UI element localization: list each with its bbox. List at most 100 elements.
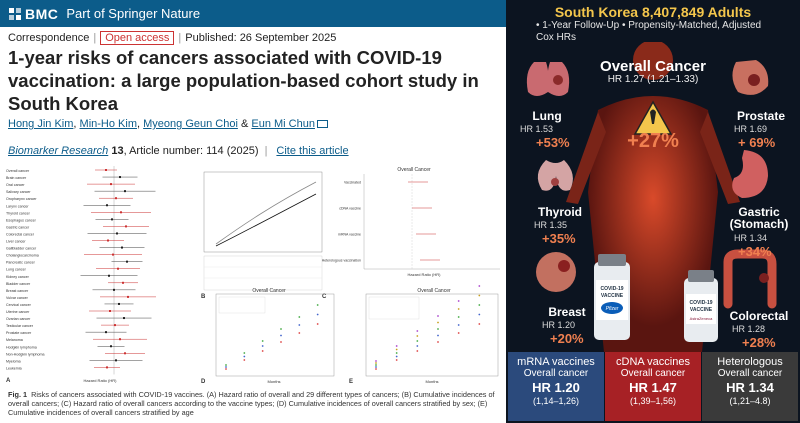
forest-row-label: Prostate cancer <box>6 331 32 335</box>
scatter-point <box>243 352 246 354</box>
citation-line: Biomarker Research 13, Article number: 1… <box>8 145 349 157</box>
scatter-point <box>261 340 264 342</box>
panel-c-row-label: Vaccinated <box>344 181 361 185</box>
forest-row-label: Kidney cancer <box>6 275 30 279</box>
box-outcome: Overall cancer <box>620 368 686 379</box>
cdna-result-box: cDNA vaccines Overall cancer HR 1.47 (1,… <box>605 352 701 421</box>
scatter-point <box>395 345 398 347</box>
author-link[interactable]: Min-Ho Kim <box>79 118 137 130</box>
forest-row-label: Non-Hodgkin lymphoma <box>6 352 45 356</box>
forest-row-label: Testicular cancer <box>6 324 34 328</box>
scatter-point <box>298 324 301 326</box>
scatter-point <box>280 328 282 330</box>
panel-c-xlabel: Hazard Ratio (HR) <box>408 272 442 277</box>
forest-row-label: Colorectal cancer <box>6 232 35 236</box>
publisher-logo[interactable]: BMC <box>25 5 59 22</box>
forest-point <box>108 274 110 277</box>
scatter-point <box>261 345 264 347</box>
infographic: South Korea 8,407,849 Adults • 1-Year Fo… <box>506 0 800 423</box>
breast-icon <box>536 252 576 292</box>
forest-row-label: Bladder cancer <box>6 282 31 286</box>
author-link[interactable]: Myeong Geun Choi <box>143 118 238 130</box>
forest-point <box>106 366 108 369</box>
author-link[interactable]: Hong Jin Kim <box>8 118 74 130</box>
forest-point <box>113 288 115 291</box>
panel-label-b: B <box>201 294 206 300</box>
panel-d-xlabel: Months <box>267 379 280 384</box>
scatter-point <box>416 350 419 352</box>
panel-e-title: Overall Cancer <box>417 288 451 294</box>
figure-1[interactable]: Overall cancer Brain cancer Oral cancer Sal… <box>4 164 504 386</box>
box-type: mRNA vaccines <box>517 356 595 368</box>
author-link[interactable]: Eun Mi Chun <box>251 118 315 130</box>
scatter-point <box>478 313 481 316</box>
cite-this-article-link[interactable]: Cite this article <box>276 145 349 157</box>
box-outcome: Overall cancer <box>717 368 783 379</box>
forest-point <box>121 246 123 249</box>
scatter-point <box>316 323 319 325</box>
svg-text:AstraZeneca: AstraZeneca <box>690 316 713 321</box>
forest-row-label: Oral cancer <box>6 183 25 187</box>
journal-link[interactable]: Biomarker Research <box>8 145 109 157</box>
scatter-point <box>395 348 398 351</box>
forest-point <box>119 338 121 341</box>
open-access-badge[interactable]: Open access <box>100 31 175 45</box>
colorectal-label: Colorectal <box>729 309 789 323</box>
scatter-point <box>416 330 419 332</box>
panel-d-title: Overall Cancer <box>252 288 286 294</box>
scatter-point <box>457 324 460 326</box>
infographic-title: South Korea 8,407,849 Adults <box>554 4 752 20</box>
scatter-point <box>416 335 419 337</box>
forest-point <box>119 176 121 179</box>
svg-text:Pfizer: Pfizer <box>606 306 619 312</box>
prostate-label: Prostate <box>736 109 786 123</box>
forest-row-label: Overall cancer <box>6 169 30 173</box>
scatter-point <box>437 334 439 337</box>
scatter-point <box>375 364 377 366</box>
overall-cancer-hr: HR 1.27 (1.21–1.33) <box>607 74 699 85</box>
published-date: Published: 26 September 2025 <box>185 32 337 44</box>
body-illustration: COVID-19 VACCINE Pfizer COVID-19 VACCINE… <box>526 42 777 352</box>
publisher-subtitle: Part of Springer Nature <box>66 6 201 21</box>
thyroid-pct: +35% <box>542 231 576 246</box>
forest-row-label: Hodgkin lymphoma <box>6 345 37 349</box>
scatter-point <box>478 304 481 306</box>
forest-row-label: Breast cancer <box>6 289 29 293</box>
scatter-point <box>316 304 319 306</box>
publisher-header: BMC Part of Springer Nature <box>0 0 506 27</box>
breast-label: Breast <box>548 305 586 319</box>
forest-row-label: Ovarian cancer <box>6 317 31 321</box>
prostate-hr: HR 1.69 <box>734 124 768 134</box>
scatter-point <box>457 308 460 310</box>
breast-hr: HR 1.20 <box>542 320 576 330</box>
panel-c-chart: Overall Cancer Vaccinated cDNA vaccine mRN… <box>322 167 500 270</box>
volume: 13 <box>111 145 124 157</box>
forest-point <box>105 331 107 334</box>
gastric-pct: +34% <box>738 244 772 259</box>
forest-point <box>117 267 119 270</box>
infographic-subtitle: • 1-Year Follow-Up • Propensity-Matched,… <box>536 20 762 43</box>
stomach-icon <box>732 150 768 198</box>
lung-pct: +53% <box>536 135 570 150</box>
forest-xlabel: Hazard Ratio (HR) <box>84 378 118 383</box>
scatter-point <box>225 364 227 366</box>
forest-row-label: Uterine cancer <box>6 310 30 314</box>
panel-c-row-label: cDNA vaccine <box>339 207 361 211</box>
colorectal-pct: +28% <box>742 335 776 350</box>
panel-e-xlabel: Months <box>425 379 438 384</box>
scatter-point <box>298 332 301 334</box>
colon-icon <box>723 249 777 309</box>
thyroid-hr: HR 1.35 <box>534 220 568 230</box>
forest-point <box>118 302 120 305</box>
forest-row-label: Pancreatic cancer <box>6 261 36 265</box>
scatter-point <box>478 294 481 297</box>
box-hr: HR 1.34 <box>726 380 774 395</box>
scatter-point <box>261 350 264 352</box>
email-icon[interactable] <box>316 120 328 128</box>
lung-icon <box>526 62 570 96</box>
scatter-point <box>395 355 398 358</box>
scatter-point <box>280 334 282 337</box>
scatter-point <box>316 313 319 316</box>
forest-row-label: Vulvar cancer <box>6 296 29 300</box>
forest-row-label: Cervical cancer <box>6 303 32 307</box>
